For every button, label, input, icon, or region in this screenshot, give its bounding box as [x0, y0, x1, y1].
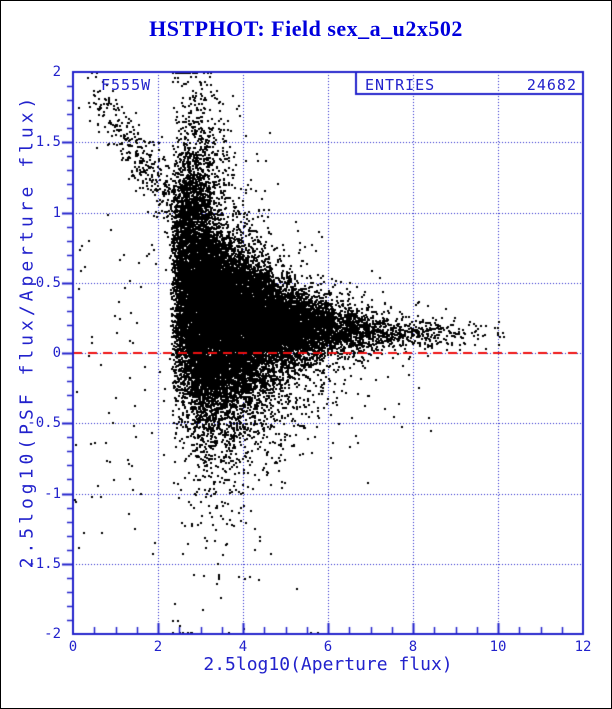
y-tick-label: 0 — [52, 345, 61, 361]
x-axis-title: 2.5log10(Aperture flux) — [203, 654, 453, 675]
y-tick-label: 0.5 — [35, 274, 61, 291]
x-tick-label: 10 — [489, 639, 507, 655]
filter-label: F555W — [101, 76, 152, 94]
x-tick-label: 2 — [153, 639, 163, 655]
y-tick-label: 1 — [52, 204, 61, 221]
entries-count: 24682 — [526, 76, 577, 94]
page-title: HSTPHOT: Field sex_a_u2x502 — [149, 16, 463, 41]
y-tick-label: 2 — [52, 64, 61, 80]
x-tick-label: 6 — [323, 639, 333, 655]
y-tick-label: -2 — [44, 626, 61, 642]
y-tick-label: -0.5 — [27, 415, 61, 432]
entries-label: ENTRIES — [365, 76, 436, 94]
x-tick-label: 0 — [68, 639, 78, 655]
y-tick-label: -1.5 — [27, 555, 61, 572]
y-tick-label: -1 — [44, 485, 61, 502]
y-tick-label: 1.5 — [35, 134, 61, 151]
x-tick-label: 12 — [574, 639, 592, 655]
x-tick-label: 8 — [408, 639, 418, 655]
x-tick-label: 4 — [238, 639, 248, 655]
